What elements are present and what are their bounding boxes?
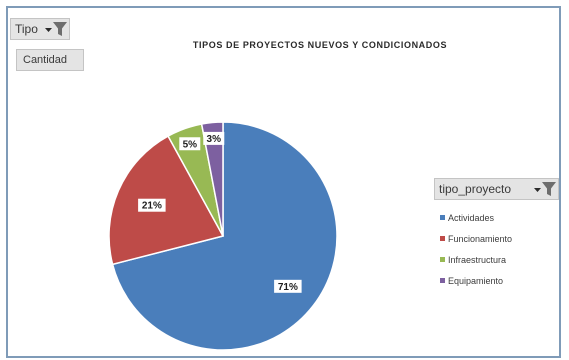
legend-label: Actividades [448,212,495,223]
data-label-box [274,279,302,293]
legend-swatch [440,278,445,283]
data-label-funcionamiento: 21% [142,201,162,212]
data-label-equipamiento: 3% [207,134,222,145]
legend-swatch [440,236,445,241]
data-label-box [138,198,166,212]
pie-slice-equipamiento[interactable] [200,121,224,237]
legend-item-equipamiento[interactable]: Equipamiento [440,270,512,291]
dropdown-arrow-icon [534,188,541,192]
cantidad-value-label: Cantidad [23,54,68,66]
data-label-box [203,131,225,145]
pie-slice-actividades[interactable] [111,121,338,351]
data-label-actividades: 71% [278,282,298,293]
legend-label: Equipamiento [448,275,504,286]
cantidad-value-button[interactable]: Cantidad [16,49,84,71]
legend-swatch [440,215,445,220]
filter-icon [53,22,67,36]
dropdown-arrow-icon [45,28,52,32]
tipo-proyecto-field-label: tipo_proyecto [439,182,512,196]
data-label-box [179,137,201,151]
tipo-filter-label: Tipo [15,22,38,36]
data-label-infraestructura: 5% [183,139,198,150]
chart-title: TIPOS DE PROYECTOS NUEVOS Y CONDICIONADO… [192,40,448,50]
pie-slice-funcionamiento[interactable] [108,135,225,266]
legend-item-actividades[interactable]: Actividades [440,207,512,228]
legend-label: Funcionamiento [448,233,513,244]
legend-swatch [440,257,445,262]
legend-item-funcionamiento[interactable]: Funcionamiento [440,228,512,249]
legend-label: Infraestructura [448,254,507,265]
tipo-proyecto-legend-filter-button[interactable]: tipo_proyecto [434,178,559,200]
filter-icon [542,182,556,196]
legend-item-infraestructura[interactable]: Infraestructura [440,249,512,270]
tipo-filter-button[interactable]: Tipo [10,18,70,40]
chart-legend: Actividades Funcionamiento Infraestructu… [440,207,512,291]
